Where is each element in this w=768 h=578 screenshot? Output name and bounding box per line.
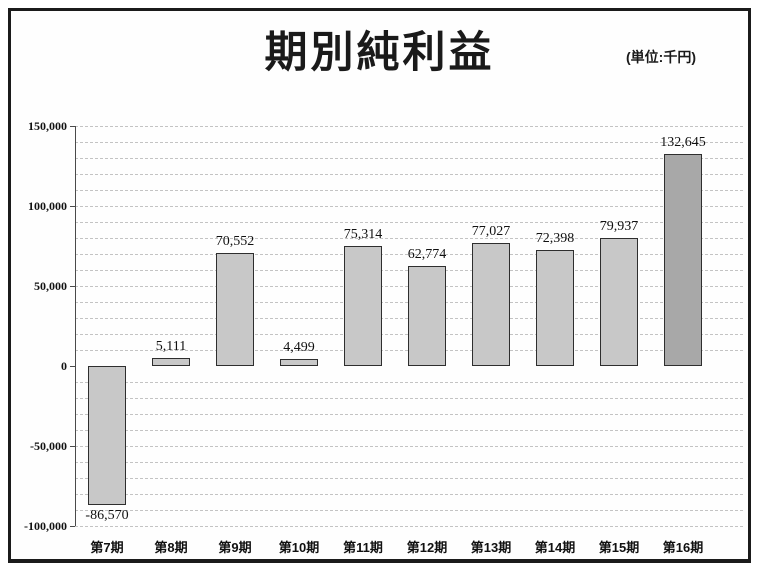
x-axis-label: 第15期: [598, 540, 640, 555]
bar: [472, 242, 510, 366]
bar: [344, 245, 382, 366]
gridline: [75, 190, 743, 191]
gridline: [75, 126, 743, 127]
y-axis-tick-label: -50,000: [30, 439, 67, 453]
bar: [280, 358, 318, 366]
x-axis-label: 第12期: [406, 540, 448, 555]
unit-label: (単位:千円): [626, 49, 696, 65]
bar: [536, 250, 574, 366]
y-axis-tick: [70, 206, 75, 207]
x-axis-label: 第7期: [90, 540, 124, 555]
y-axis-tick-label: -100,000: [24, 519, 67, 533]
y-axis-tick-label: 150,000: [28, 119, 67, 133]
gridline: [75, 222, 743, 223]
gridline: [75, 446, 743, 447]
gridline: [75, 254, 743, 255]
y-axis-tick-label: 0: [61, 359, 67, 373]
chart-frame: 期別純利益 (単位:千円) 150,000 100,000 50,000 0 -50,0…: [8, 8, 751, 563]
bar-value-label: 4,499: [283, 339, 315, 355]
gridline: [75, 142, 743, 143]
gridline: [75, 430, 743, 431]
gridline: [75, 206, 743, 207]
gridline: [75, 414, 743, 415]
x-axis-label: 第14期: [534, 540, 576, 555]
gridline: [75, 398, 743, 399]
x-axis-label: 第13期: [470, 540, 512, 555]
chart-title: 期別純利益: [264, 29, 495, 77]
bar-value-label: 72,398: [535, 231, 575, 247]
y-axis-tick: [70, 126, 75, 127]
gridline: [75, 238, 743, 239]
gridline: [75, 510, 743, 511]
x-axis-label: 第10期: [278, 540, 320, 555]
x-axis-label: 第9期: [218, 540, 252, 555]
bar-value-label: 62,774: [407, 246, 447, 262]
bar-value-label: 132,645: [660, 134, 706, 150]
gridline: [75, 526, 743, 527]
x-axis-label: 第11期: [343, 540, 383, 555]
bar-value-label: 77,027: [471, 223, 511, 239]
bar-value-label: 79,937: [599, 219, 639, 235]
bar-value-label: 75,314: [343, 226, 383, 242]
bar-value-label: 5,111: [155, 338, 187, 354]
bar: [88, 366, 126, 505]
gridline: [75, 174, 743, 175]
bar: [152, 357, 190, 366]
y-axis-tick: [70, 446, 75, 447]
bar: [664, 153, 702, 366]
bar-value-label: -86,570: [85, 507, 129, 523]
gridline: [75, 478, 743, 479]
bar: [408, 265, 446, 366]
gridline: [75, 462, 743, 463]
bar-value-label: 70,552: [215, 234, 255, 250]
y-axis-line: [75, 126, 76, 526]
y-axis-tick-label: 100,000: [28, 199, 67, 213]
x-axis-label: 第16期: [662, 540, 704, 555]
x-axis-label: 第8期: [154, 540, 188, 555]
bar: [600, 238, 638, 366]
gridline: [75, 158, 743, 159]
gridline: [75, 382, 743, 383]
y-axis-tick-label: 50,000: [34, 279, 67, 293]
y-axis-tick: [70, 286, 75, 287]
gridline: [75, 494, 743, 495]
bar: [216, 253, 254, 366]
y-axis-tick: [70, 526, 75, 527]
y-axis-tick: [70, 366, 75, 367]
